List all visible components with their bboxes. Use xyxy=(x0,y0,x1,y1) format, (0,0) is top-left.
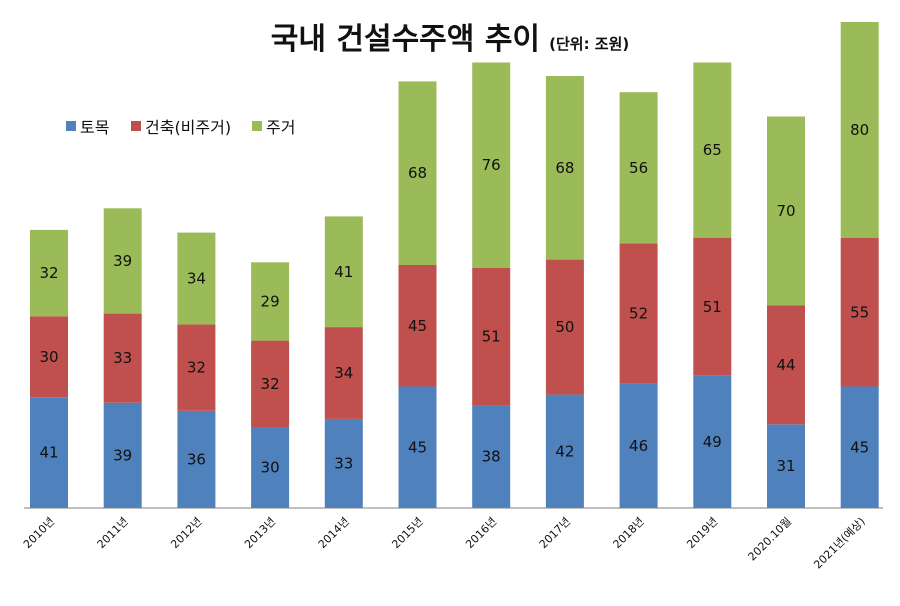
x-tick-label-8: 2017년 xyxy=(537,515,573,551)
data-label-3-4: 29 xyxy=(261,292,280,310)
bar-segment-2-3 xyxy=(177,324,216,411)
legend-label-3: 주거 xyxy=(266,118,295,137)
data-label-3-3: 34 xyxy=(187,270,206,288)
x-tick-label-2: 2011년 xyxy=(95,515,131,551)
x-tick-label-10: 2019년 xyxy=(684,515,720,551)
bar-segment-1-4 xyxy=(251,427,290,508)
data-label-1-12: 45 xyxy=(850,438,869,456)
data-label-3-1: 32 xyxy=(39,264,58,282)
bar-segment-1-11 xyxy=(767,424,805,508)
x-tick-layer: 2010년 2011년 2012년 2013년 2014년 2015년 2016년 2017년… xyxy=(21,515,868,572)
legend-swatch-3 xyxy=(252,121,262,131)
data-label-2-5: 34 xyxy=(334,364,353,382)
bar-segment-2-12 xyxy=(840,238,879,387)
bar-segment-2-9 xyxy=(619,243,658,384)
data-label-2-8: 50 xyxy=(555,318,574,336)
data-label-1-1: 41 xyxy=(39,444,58,462)
data-label-2-3: 32 xyxy=(187,359,206,377)
bar-segment-3-4 xyxy=(251,262,290,341)
data-label-3-7: 76 xyxy=(482,156,501,174)
data-label-3-5: 41 xyxy=(334,263,353,281)
bar-segment-1-3 xyxy=(177,410,216,508)
x-tick-label-9: 2018년 xyxy=(611,515,647,551)
bar-segment-2-10 xyxy=(693,238,732,376)
data-label-3-11: 70 xyxy=(776,202,795,220)
x-tick-label-4: 2013년 xyxy=(242,515,278,551)
legend: 토목 건축(비주거) 주거 xyxy=(66,118,295,137)
chart-title-unit: (단위: 조원) xyxy=(549,35,630,53)
legend-swatch-1 xyxy=(66,121,76,131)
bar-segment-3-3 xyxy=(177,232,216,325)
data-label-1-6: 45 xyxy=(408,438,427,456)
bar-segment-2-11 xyxy=(767,305,805,425)
chart-title: 국내 건설수주액 추이 (단위: 조원) xyxy=(0,14,900,58)
bar-segment-2-5 xyxy=(324,327,363,419)
bar-segment-2-4 xyxy=(251,340,290,427)
data-label-1-10: 49 xyxy=(703,433,722,451)
data-labels-layer: 41 30 32 39 33 39 36 32 34 30 32 29 33 34 41 45 45 68 38 51… xyxy=(39,121,869,477)
bar-segment-1-10 xyxy=(693,375,732,508)
x-tick-label-7: 2016년 xyxy=(463,515,499,551)
data-label-3-12: 80 xyxy=(850,121,869,139)
data-label-1-4: 30 xyxy=(261,459,280,477)
data-label-1-7: 38 xyxy=(482,448,501,466)
data-label-1-11: 31 xyxy=(776,457,795,475)
data-label-2-11: 44 xyxy=(776,356,795,374)
data-label-1-9: 46 xyxy=(629,437,648,455)
bar-segment-3-9 xyxy=(619,92,658,244)
data-label-3-8: 68 xyxy=(555,159,574,177)
bar-segment-2-2 xyxy=(103,313,142,403)
chart-title-main: 국내 건설수주액 추이 xyxy=(270,22,541,57)
data-label-2-1: 30 xyxy=(39,348,58,366)
x-tick-label-3: 2012년 xyxy=(168,515,204,551)
data-label-2-10: 51 xyxy=(703,298,722,316)
bar-segment-1-12 xyxy=(840,386,879,508)
bar-segment-1-2 xyxy=(103,402,142,508)
data-label-2-9: 52 xyxy=(629,305,648,323)
data-label-2-2: 33 xyxy=(113,349,132,367)
data-label-1-3: 36 xyxy=(187,450,206,468)
legend-label-2: 건축(비주거) xyxy=(145,118,231,137)
x-tick-label-12: 2021년(예상) xyxy=(811,515,868,572)
bar-segment-2-7 xyxy=(472,267,511,406)
bar-segment-3-8 xyxy=(545,76,584,260)
bar-segment-1-7 xyxy=(472,405,511,508)
data-label-1-8: 42 xyxy=(555,442,574,460)
data-label-3-10: 65 xyxy=(703,141,722,159)
legend-label-1: 토목 xyxy=(80,118,109,137)
bar-segment-1-1 xyxy=(30,397,68,508)
bar-segment-3-7 xyxy=(472,62,511,268)
x-tick-label-11: 2020.10월 xyxy=(746,515,795,564)
bar-segment-1-6 xyxy=(398,386,437,508)
bar-segment-3-10 xyxy=(693,62,732,238)
data-label-2-4: 32 xyxy=(261,375,280,393)
data-label-1-5: 33 xyxy=(334,454,353,472)
data-label-3-2: 39 xyxy=(113,252,132,270)
bars-layer xyxy=(30,22,879,508)
data-label-3-6: 68 xyxy=(408,164,427,182)
data-label-1-2: 39 xyxy=(113,446,132,464)
bar-segment-3-12 xyxy=(840,22,879,238)
bar-segment-1-5 xyxy=(324,418,363,508)
x-tick-label-1: 2010년 xyxy=(21,515,57,551)
bar-segment-3-11 xyxy=(767,116,805,306)
data-label-2-12: 55 xyxy=(850,303,869,321)
bar-segment-3-2 xyxy=(103,208,142,314)
bar-segment-2-6 xyxy=(398,265,437,387)
legend-swatch-2 xyxy=(131,121,141,131)
bar-segment-1-8 xyxy=(545,394,584,508)
bar-segment-3-5 xyxy=(324,216,363,328)
bar-segment-3-6 xyxy=(398,81,437,266)
x-tick-label-5: 2014년 xyxy=(316,515,352,551)
bar-segment-2-1 xyxy=(30,316,68,398)
data-label-2-7: 51 xyxy=(482,328,501,346)
bar-segment-3-1 xyxy=(30,229,68,317)
data-label-3-9: 56 xyxy=(629,159,648,177)
data-label-2-6: 45 xyxy=(408,317,427,335)
x-tick-label-6: 2015년 xyxy=(389,515,425,551)
bar-segment-2-8 xyxy=(545,259,584,395)
bar-segment-1-9 xyxy=(619,383,658,508)
